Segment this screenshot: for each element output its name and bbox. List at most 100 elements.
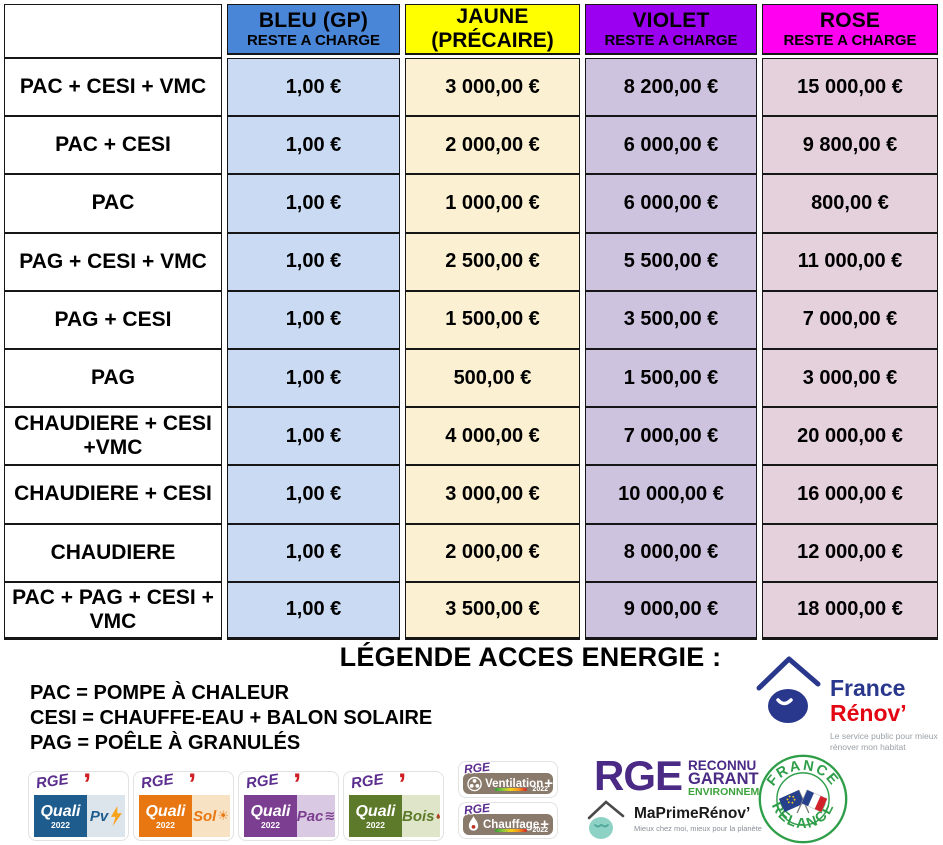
badge-label: Ventilation: [485, 777, 544, 790]
plus-icon: +: [540, 816, 549, 833]
waves-icon: ≋: [324, 808, 336, 823]
plus-icon: +: [544, 775, 553, 792]
rge-label: RGE: [349, 770, 385, 793]
row-label: PAG + CESI: [4, 290, 222, 349]
column-header-violet: VIOLET RESTE A CHARGE: [585, 4, 757, 55]
price-cell: 8 200,00 €: [585, 58, 757, 117]
price-cell: 3 500,00 €: [405, 581, 580, 640]
badge-label: Chauffage: [483, 818, 540, 831]
house-roof-icon: [587, 800, 625, 839]
france-relance-seal: FRANCE RELANCE: [758, 754, 848, 844]
price-cell: 1,00 €: [227, 348, 400, 408]
price-cell: 3 000,00 €: [405, 58, 580, 117]
column-title: JAUNE: [456, 5, 529, 29]
brand-name: MaPrimeRénov’: [634, 805, 751, 822]
price-cell: 1,00 €: [227, 581, 400, 640]
row-label: CHAUDIERE: [4, 523, 222, 582]
suffix-label: Bois: [402, 807, 435, 825]
legend-item-pag: PAG = POÊLE À GRANULÉS: [30, 732, 301, 754]
price-cell: 18 000,00 €: [762, 581, 938, 640]
quali-label: Quali: [355, 802, 396, 820]
france-renov-wordmark: France Rénov’ Le service public pour mie…: [830, 650, 938, 752]
suffix-label: Pv: [89, 807, 109, 825]
suffix-label: Sol: [193, 807, 217, 825]
price-cell: 1,00 €: [227, 407, 400, 466]
price-cell: 9 800,00 €: [762, 116, 938, 175]
price-cell: 12 000,00 €: [762, 523, 938, 582]
sun-icon: ☀: [217, 808, 229, 823]
rge-qualipac-badge: RGE ’ Quali 2022 Pac ≋: [238, 768, 339, 841]
row-label: PAC + CESI + VMC: [4, 58, 222, 117]
brand-name-line: France: [830, 675, 906, 701]
year-label: 2022: [532, 827, 548, 834]
price-cell: 1,00 €: [227, 58, 400, 117]
rge-qualisol-badge: RGE ’ Quali 2022 Sol ☀: [133, 768, 234, 841]
flame-icon: [436, 812, 440, 819]
price-cell: 2 000,00 €: [405, 116, 580, 175]
fan-icon: [467, 776, 482, 791]
price-cell: 1,00 €: [227, 174, 400, 233]
brand-name-line: Rénov’: [830, 700, 907, 726]
rge-label: RGE: [244, 770, 280, 793]
rge-line-environnement: ENVIRONNEMENT: [688, 786, 781, 798]
rge-reconnu-garant-logo: RGE RECONNU GARANT ENVIRONNEMENT: [594, 752, 781, 799]
row-label: PAC + PAG + CESI + VMC: [4, 581, 222, 640]
price-cell: 1,00 €: [227, 465, 400, 524]
rge-label: RGE: [139, 770, 175, 793]
price-cell: 1,00 €: [227, 290, 400, 349]
price-cell: 1 000,00 €: [405, 174, 580, 233]
row-label: PAC: [4, 174, 222, 233]
column-title: VIOLET: [632, 8, 710, 32]
crossed-flags-icon: [778, 789, 828, 814]
energy-gradient-bar: [495, 788, 527, 791]
flame-icon: [468, 816, 479, 831]
price-cell: 500,00 €: [405, 348, 580, 408]
legend-item-cesi: CESI = CHAUFFE-EAU + BALON SOLAIRE: [30, 707, 433, 729]
lightning-icon: [111, 806, 123, 826]
price-cell: 11 000,00 €: [762, 232, 938, 291]
price-cell: 3 500,00 €: [585, 290, 757, 349]
column-subtitle: (PRÉCAIRE): [431, 28, 554, 52]
energy-gradient-bar: [495, 829, 527, 832]
price-cell: 6 000,00 €: [585, 174, 757, 233]
column-subtitle: RESTE A CHARGE: [604, 32, 738, 50]
rge-qualibois-badge: RGE ’ Quali 2022 Bois: [343, 770, 444, 841]
year-label: 2022: [532, 786, 548, 793]
price-cell: 1,00 €: [227, 232, 400, 291]
price-cell: 16 000,00 €: [762, 465, 938, 524]
rge-acronym: RGE: [594, 752, 683, 799]
house-roof-icon: [756, 656, 821, 723]
price-cell: 5 500,00 €: [585, 232, 757, 291]
year-label: 2022: [156, 819, 175, 830]
tagline-line: Le service public pour mieux: [830, 731, 938, 741]
quali-label: Quali: [145, 802, 186, 820]
price-cell: 10 000,00 €: [585, 465, 757, 524]
row-label: CHAUDIERE + CESI: [4, 465, 222, 524]
price-cell: 1,00 €: [227, 523, 400, 582]
row-label: PAC + CESI: [4, 116, 222, 175]
suffix-label: Pac: [296, 807, 324, 825]
price-cell: 3 000,00 €: [405, 465, 580, 524]
quali-label: Quali: [250, 802, 291, 820]
price-cell: 6 000,00 €: [585, 116, 757, 175]
column-title: BLEU (GP): [258, 8, 369, 32]
row-label: PAG + CESI + VMC: [4, 232, 222, 291]
quali-label: Quali: [40, 802, 81, 820]
rge-label: RGE: [34, 770, 70, 793]
price-cell: 1 500,00 €: [405, 290, 580, 349]
column-subtitle: RESTE A CHARGE: [246, 32, 381, 50]
price-cell: 7 000,00 €: [762, 290, 938, 349]
legend-list: PAC = POMPE À CHALEUR CESI = CHAUFFE-EAU…: [30, 681, 432, 756]
rge-ventilation-badge: RGE Ventilation + 2022: [458, 760, 558, 798]
rge-label: RGE: [463, 800, 491, 818]
column-subtitle: RESTE A CHARGE: [783, 32, 917, 50]
tagline: Mieux chez moi, mieux pour la planète: [634, 824, 762, 833]
maprimerenov-logo: MaPrimeRénov’ Mieux chez moi, mieux pour…: [584, 796, 762, 842]
comma-icon: ’: [293, 768, 302, 801]
price-cell: 9 000,00 €: [585, 581, 757, 640]
price-cell: 2 000,00 €: [405, 523, 580, 582]
rge-qualipv-badge: RGE ’ Quali 2022 Pv: [28, 770, 129, 841]
price-cell: 2 500,00 €: [405, 232, 580, 291]
comma-icon: ’: [188, 768, 197, 801]
